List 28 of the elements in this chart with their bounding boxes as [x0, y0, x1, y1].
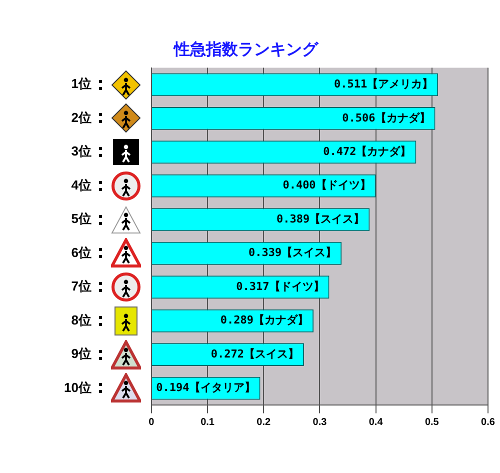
y-tick-label: 10位: [64, 380, 92, 395]
chart-title: 性急指数ランキング: [173, 40, 319, 59]
data-label: 0.289【カナダ】: [220, 314, 309, 327]
x-tick-label: 0.3: [312, 416, 328, 428]
data-label: 0.506【カナダ】: [342, 111, 430, 124]
data-label: 0.389【スイス】: [276, 212, 365, 226]
y-tick-label: 4位: [71, 177, 92, 192]
x-tick-label: 0.6: [481, 416, 496, 428]
data-label: 0.511【アメリカ】: [334, 78, 434, 91]
x-tick-label: 0.1: [200, 416, 215, 428]
data-label: 0.400【ドイツ】: [282, 178, 371, 192]
y-tick-label: 8位: [71, 312, 92, 328]
y-tick-label: 1位: [71, 76, 92, 92]
y-tick-label: 3位: [71, 144, 92, 159]
y-tick-label: 6位: [71, 244, 92, 260]
y-tick-label: 9位: [71, 346, 92, 362]
data-label: 0.472【カナダ】: [323, 145, 412, 158]
x-tick-label: 0.5: [424, 416, 440, 428]
data-label: 0.272【スイス】: [210, 347, 300, 360]
x-tick-label: 0.2: [256, 416, 272, 428]
data-label: 0.339【スイス】: [248, 246, 337, 260]
x-tick-label: 0.4: [368, 416, 384, 428]
data-label: 0.194【イタリア】: [156, 381, 256, 394]
y-tick-label: 7位: [71, 278, 92, 294]
y-tick-label: 5位: [71, 211, 92, 226]
data-label: 0.317【ドイツ】: [236, 280, 324, 293]
x-tick-label: 0: [148, 416, 155, 428]
y-tick-label: 2位: [71, 110, 92, 125]
